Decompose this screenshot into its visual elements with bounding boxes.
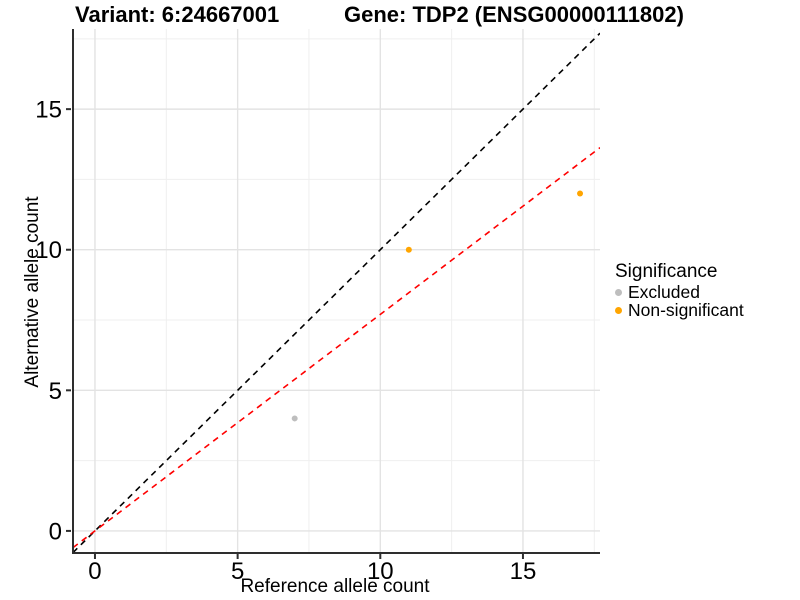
excluded-dot-icon <box>615 288 622 296</box>
legend-title: Significance <box>615 261 718 282</box>
axes <box>72 29 600 554</box>
y-tick-label: 0 <box>49 518 62 545</box>
x-axis-label: Reference allele count <box>240 576 430 597</box>
y-tick-label: 5 <box>49 378 62 405</box>
identity-line <box>73 32 600 552</box>
grid-major <box>73 29 600 552</box>
x-tick-label: 15 <box>510 558 537 585</box>
tick-labels: 0 5 10 15 0 5 10 15 <box>35 97 536 585</box>
data-point-non-significant <box>577 190 584 197</box>
legend-entry-non-significant: Non-significant <box>615 301 744 319</box>
gene-title: Gene: TDP2 (ENSG00000111802) <box>344 2 684 27</box>
grid-minor <box>73 29 600 552</box>
tick-marks <box>66 108 524 559</box>
y-tick-label: 10 <box>35 237 62 264</box>
y-tick-label: 15 <box>35 97 62 124</box>
x-tick-label: 0 <box>88 558 101 585</box>
data-point-non-significant <box>405 246 412 253</box>
reference-lines <box>73 32 600 552</box>
points-layer <box>291 190 584 422</box>
x-tick-label: 10 <box>367 558 394 585</box>
fit-line <box>73 147 600 549</box>
legend-entry-label: Non-significant <box>628 300 744 320</box>
legend-entry-excluded: Excluded <box>615 283 744 301</box>
legend: Significance Excluded Non-significant <box>615 261 744 319</box>
legend-entry-label: Excluded <box>628 282 700 302</box>
non-significant-dot-icon <box>615 306 622 314</box>
data-point-excluded <box>291 415 298 422</box>
variant-title: Variant: 6:24667001 <box>75 2 280 27</box>
x-tick-label: 5 <box>231 558 244 585</box>
